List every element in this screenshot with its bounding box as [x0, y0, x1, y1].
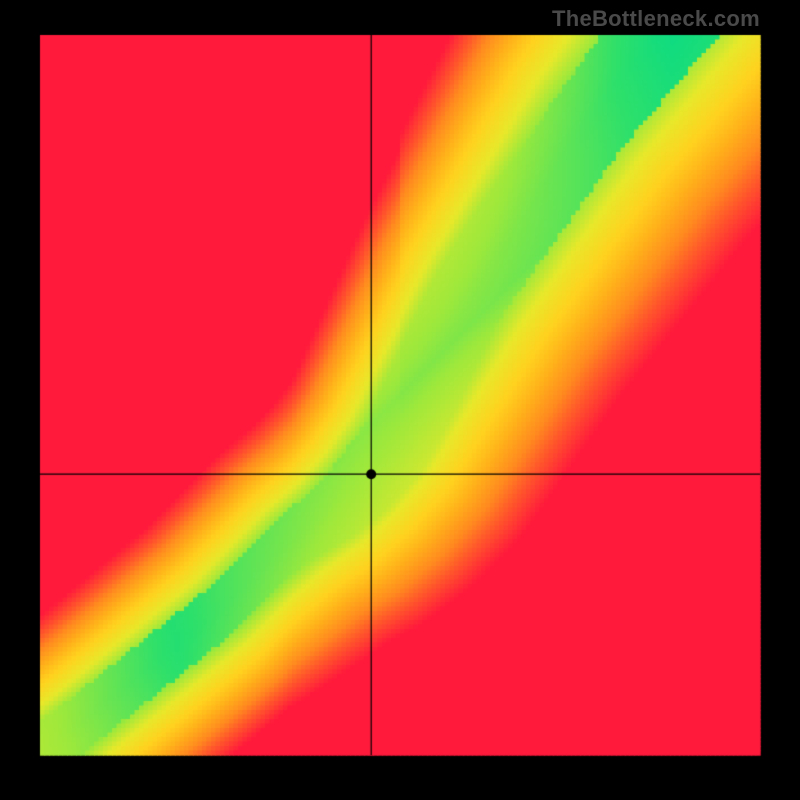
watermark-text: TheBottleneck.com — [552, 6, 760, 32]
bottleneck-heatmap — [0, 0, 800, 800]
chart-container: TheBottleneck.com — [0, 0, 800, 800]
